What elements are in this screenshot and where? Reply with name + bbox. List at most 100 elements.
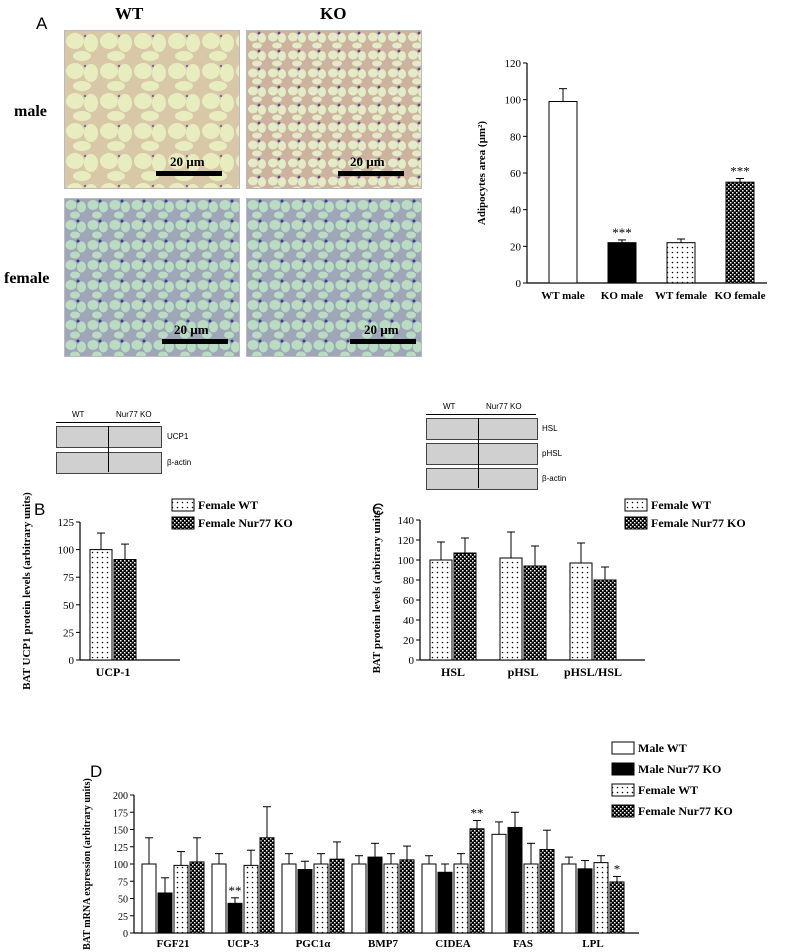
- y-tick-label: 20: [403, 635, 415, 647]
- category-label: UCP-3: [227, 938, 259, 950]
- bar: [421, 863, 437, 934]
- blot-b-ucp1-label: UCP1: [167, 432, 189, 441]
- bar: [297, 869, 313, 934]
- bar: [189, 861, 205, 934]
- bar: [243, 864, 259, 934]
- y-axis-label: BAT UCP1 protein levels (arbitrary units…: [21, 492, 33, 690]
- blot-c-bracket: [426, 414, 536, 415]
- bar: [507, 826, 523, 934]
- bar: [113, 559, 137, 661]
- category-label: KO female: [714, 290, 765, 302]
- legend-swatch: [611, 783, 635, 797]
- blot-b-bracket: [56, 422, 160, 423]
- legend-label: Female Nur77 KO: [651, 516, 746, 530]
- bar: [725, 181, 755, 284]
- y-tick-label: 40: [510, 205, 522, 217]
- panel-label-c: C: [372, 500, 385, 519]
- scale-bar: [156, 171, 222, 176]
- bar: [548, 101, 578, 284]
- y-tick-label: 60: [510, 168, 522, 180]
- column-header-ko: KO: [320, 4, 347, 23]
- bar: [666, 242, 696, 284]
- micrograph-wt-male: [64, 30, 240, 189]
- legend-label: Female WT: [638, 783, 698, 797]
- blot-c-phsl: [426, 443, 538, 465]
- y-tick-label: 25: [118, 912, 128, 923]
- micrograph-ko-female: [246, 198, 422, 357]
- bar: [499, 557, 523, 661]
- legend-label: Female WT: [198, 498, 258, 512]
- micrograph-ko-male: [246, 30, 422, 189]
- bar: [453, 863, 469, 934]
- bar: [523, 565, 547, 661]
- scale-bar-label: 20 µm: [364, 322, 399, 337]
- y-tick-label: 20: [510, 241, 522, 253]
- y-tick-label: 40: [403, 615, 415, 627]
- significance-label: *: [614, 861, 621, 876]
- y-tick-label: 50: [63, 600, 75, 612]
- micrograph-wt-female: [64, 198, 240, 357]
- y-tick-label: 100: [398, 555, 415, 567]
- category-label: pHSL/HSL: [564, 665, 622, 679]
- bar: [227, 902, 243, 934]
- y-tick-label: 25: [63, 627, 75, 639]
- y-tick-label: 80: [403, 575, 415, 587]
- category-label: FGF21: [157, 938, 190, 950]
- y-axis-label: BAT protein levels (arbitrary units): [371, 506, 383, 673]
- category-label: FAS: [513, 938, 533, 950]
- y-tick-label: 100: [505, 95, 522, 107]
- category-label: PGC1α: [296, 938, 332, 950]
- bar: [437, 871, 453, 934]
- category-label: HSL: [441, 665, 465, 679]
- bar: [593, 862, 609, 934]
- legend-label: Female Nur77 KO: [638, 804, 733, 818]
- bar: [469, 828, 485, 934]
- y-axis-label: BAT mRNA expression (arbitrary units): [82, 778, 93, 950]
- category-label: pHSL: [508, 665, 539, 679]
- category-label: BMP7: [368, 938, 398, 950]
- scale-bar-label: 20 µm: [170, 154, 205, 169]
- y-tick-label: 0: [516, 278, 522, 290]
- legend-swatch: [624, 516, 648, 530]
- y-tick-label: 200: [113, 791, 128, 802]
- bar: [157, 892, 173, 934]
- scale-bar-label: 20 µm: [174, 322, 209, 337]
- row-label-female: female: [4, 270, 50, 287]
- blot-c-phsl-label: pHSL: [542, 449, 563, 458]
- bar: [173, 864, 189, 934]
- significance-label: **: [471, 806, 484, 821]
- legend-label: Female Nur77 KO: [198, 516, 293, 530]
- bar: [539, 849, 555, 934]
- bar: [351, 863, 367, 934]
- y-tick-label: 60: [403, 595, 415, 607]
- blot-b-actin-label: β-actin: [167, 458, 192, 467]
- significance-label: ***: [730, 164, 750, 179]
- blot-c-hsl: [426, 418, 538, 440]
- y-tick-label: 125: [113, 843, 128, 854]
- y-tick-label: 120: [398, 535, 415, 547]
- legend-label: Female WT: [651, 498, 711, 512]
- scale-bar: [162, 339, 228, 344]
- significance-label: ***: [612, 225, 632, 240]
- y-tick-label: 150: [113, 826, 128, 837]
- bar: [141, 863, 157, 934]
- bar: [561, 863, 577, 934]
- blot-c-actin-label: β-actin: [542, 474, 567, 483]
- bar: [607, 242, 637, 284]
- blot-c-divider: [478, 418, 479, 488]
- legend-label: Male WT: [638, 741, 687, 755]
- row-label-male: male: [14, 103, 47, 120]
- bar: [367, 856, 383, 934]
- blot-b-divider: [108, 426, 109, 472]
- legend-swatch: [611, 804, 635, 818]
- blot-c-actin: [426, 468, 538, 490]
- y-tick-label: 100: [113, 860, 128, 871]
- blot-b-ucp1: [56, 426, 162, 448]
- category-label: LPL: [582, 938, 603, 950]
- blot-b-actin: [56, 452, 162, 474]
- blot-c-wt-label: WT: [443, 402, 456, 411]
- bar: [281, 863, 297, 934]
- y-tick-label: 140: [398, 515, 415, 527]
- bar: [577, 868, 593, 934]
- bar: [329, 858, 345, 934]
